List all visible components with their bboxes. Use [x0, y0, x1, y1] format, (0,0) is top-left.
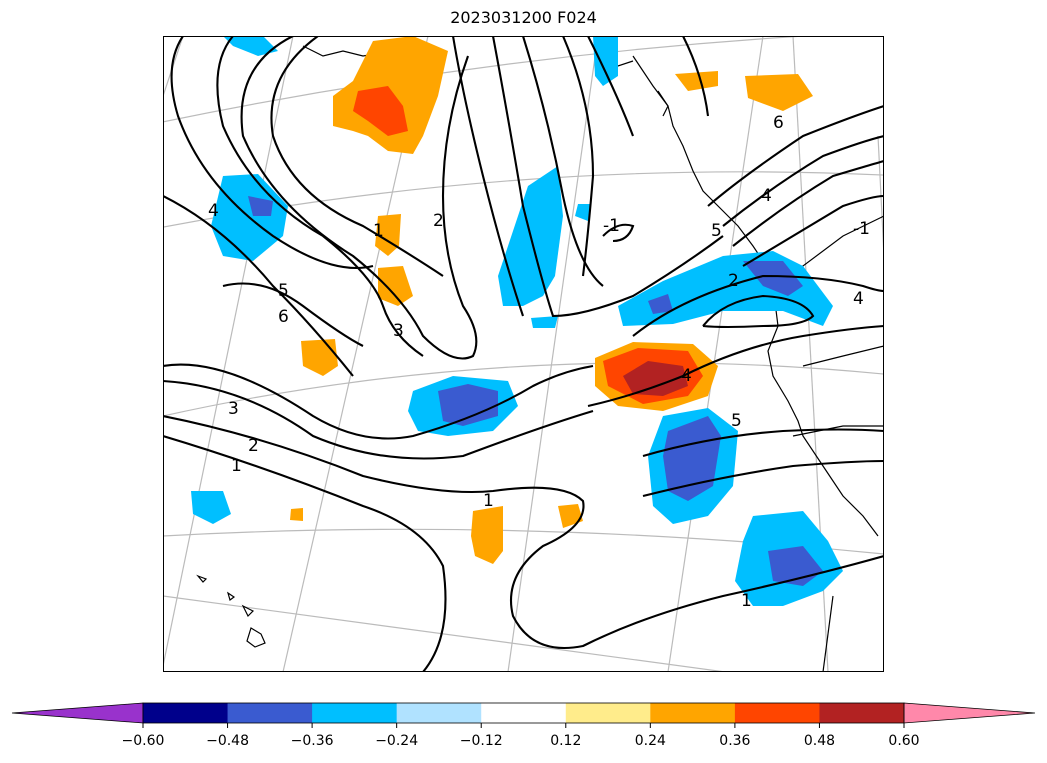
contour-label: 2: [433, 211, 444, 231]
colorbar-extend-low: [11, 702, 144, 724]
colorbar-segment: [143, 703, 229, 723]
contour-label: 5: [731, 411, 742, 431]
contour-label: 5: [711, 221, 722, 241]
colorbar-tick-label: 0.36: [719, 733, 750, 749]
colorbar-tick-label: −0.48: [206, 733, 249, 749]
contour-label: 6: [278, 307, 289, 327]
contour-label: 4: [853, 289, 864, 309]
positive-shading: [290, 36, 813, 564]
map-title: 2023031200 F024: [450, 8, 597, 27]
colorbar-tick-label: 0.12: [550, 733, 581, 749]
colorbar-ticks: −0.60 −0.48 −0.36 −0.24 −0.12 0.12 0.24 0.36 0.4…: [122, 723, 920, 749]
contour-label: 5: [278, 281, 289, 301]
colorbar-segment: [819, 703, 905, 723]
contour-label: 2: [248, 436, 259, 456]
colorbar-tick-label: −0.36: [291, 733, 334, 749]
contour-label: 3: [393, 321, 404, 341]
contour-label: 3: [228, 399, 239, 419]
contour-label: 1: [483, 491, 494, 511]
colorbar-segment: [227, 703, 313, 723]
contour-label: -1: [853, 219, 870, 239]
colorbar-tick-label: 0.48: [804, 733, 835, 749]
colorbar-tick-label: −0.24: [375, 733, 418, 749]
colorbar-segment: [565, 703, 651, 723]
contour-label: 1: [373, 221, 384, 241]
colorbar-segment: [396, 703, 482, 723]
colorbar-outline: [142, 702, 905, 724]
contour-label: 1: [741, 591, 752, 611]
colorbar-segments: [11, 702, 1036, 724]
colorbar-extend-high: [903, 702, 1036, 724]
colorbar-tick-label: 0.24: [635, 733, 666, 749]
colorbar-tick-label: 0.60: [888, 733, 919, 749]
contour-label: 6: [773, 113, 784, 133]
contour-label: 2: [728, 271, 739, 291]
colorbar-segment: [734, 703, 820, 723]
colorbar-tick-label: −0.60: [122, 733, 165, 749]
colorbar-segment: [481, 703, 567, 723]
contour-label: 4: [208, 201, 219, 221]
contour-label: 4: [681, 366, 692, 386]
colorbar-tick-label: −0.12: [460, 733, 503, 749]
contour-label: 4: [761, 186, 772, 206]
contour-label: 1: [231, 456, 242, 476]
contour-label: -1: [603, 216, 620, 236]
contour-lines: [163, 36, 884, 672]
colorbar-segment: [650, 703, 736, 723]
contour-label-group: 4 2 1 5 6 3 3 2 1 1 -1 2 5 4 6 4 5 1 4 -…: [208, 113, 870, 611]
colorbar-segment: [312, 703, 398, 723]
colorbar: −0.60 −0.48 −0.36 −0.24 −0.12 0.12 0.24 0.36 0.4…: [11, 702, 1036, 749]
forecast-map: 4 2 1 5 6 3 3 2 1 1 -1 2 5 4 6 4 5 1 4 -…: [163, 36, 884, 672]
